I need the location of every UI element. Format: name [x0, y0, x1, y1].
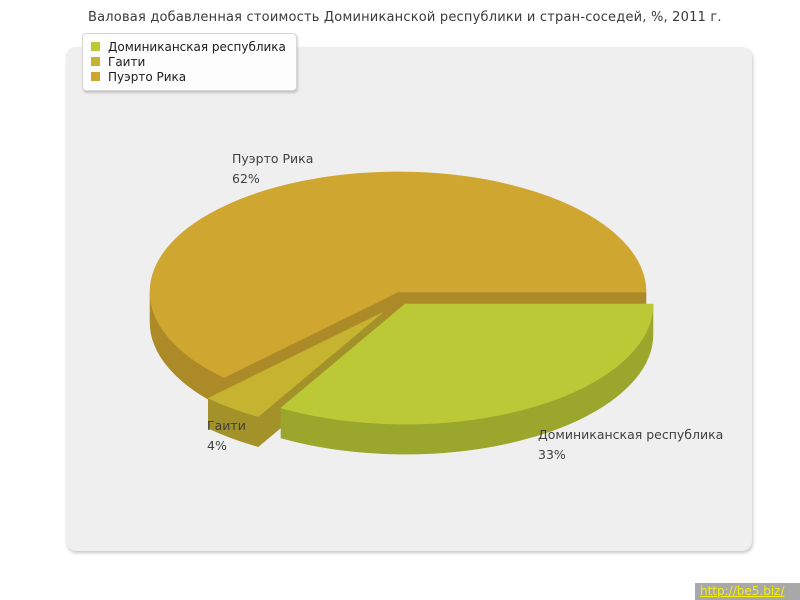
legend-swatch-dominican-republic — [91, 42, 100, 51]
legend-item-puerto-rico: Пуэрто Рика — [91, 69, 286, 84]
slice-label-puerto-rico: Пуэрто Рика 62% — [232, 149, 313, 189]
pie-slice-1-top[interactable] — [207, 312, 383, 417]
pie-slice-0-top[interactable] — [280, 303, 654, 425]
legend-label: Гаити — [108, 54, 146, 69]
legend-swatch-puerto-rico — [91, 72, 100, 81]
watermark-link[interactable]: http://be5.biz/ — [695, 583, 800, 600]
slice-label-percent: 62% — [232, 171, 260, 186]
legend-swatch-haiti — [91, 57, 100, 66]
slice-label-name: Доминиканская республика — [538, 427, 724, 442]
legend-item-haiti: Гаити — [91, 54, 286, 69]
legend-label: Пуэрто Рика — [108, 69, 187, 84]
slice-label-name: Гаити — [207, 418, 246, 433]
legend: Доминиканская республика Гаити Пуэрто Ри… — [82, 33, 297, 91]
slice-label-percent: 4% — [207, 438, 227, 453]
slice-label-name: Пуэрто Рика — [232, 151, 314, 166]
slice-label-haiti: Гаити 4% — [207, 416, 246, 456]
slice-label-dominican-republic: Доминиканская республика 33% — [538, 425, 723, 465]
legend-item-dominican-republic: Доминиканская республика — [91, 39, 286, 54]
slice-label-percent: 33% — [538, 447, 566, 462]
chart-title: Валовая добавленная стоимость Доминиканс… — [88, 10, 722, 25]
legend-label: Доминиканская республика — [108, 39, 286, 54]
pie-slice-2-top[interactable] — [149, 171, 647, 378]
